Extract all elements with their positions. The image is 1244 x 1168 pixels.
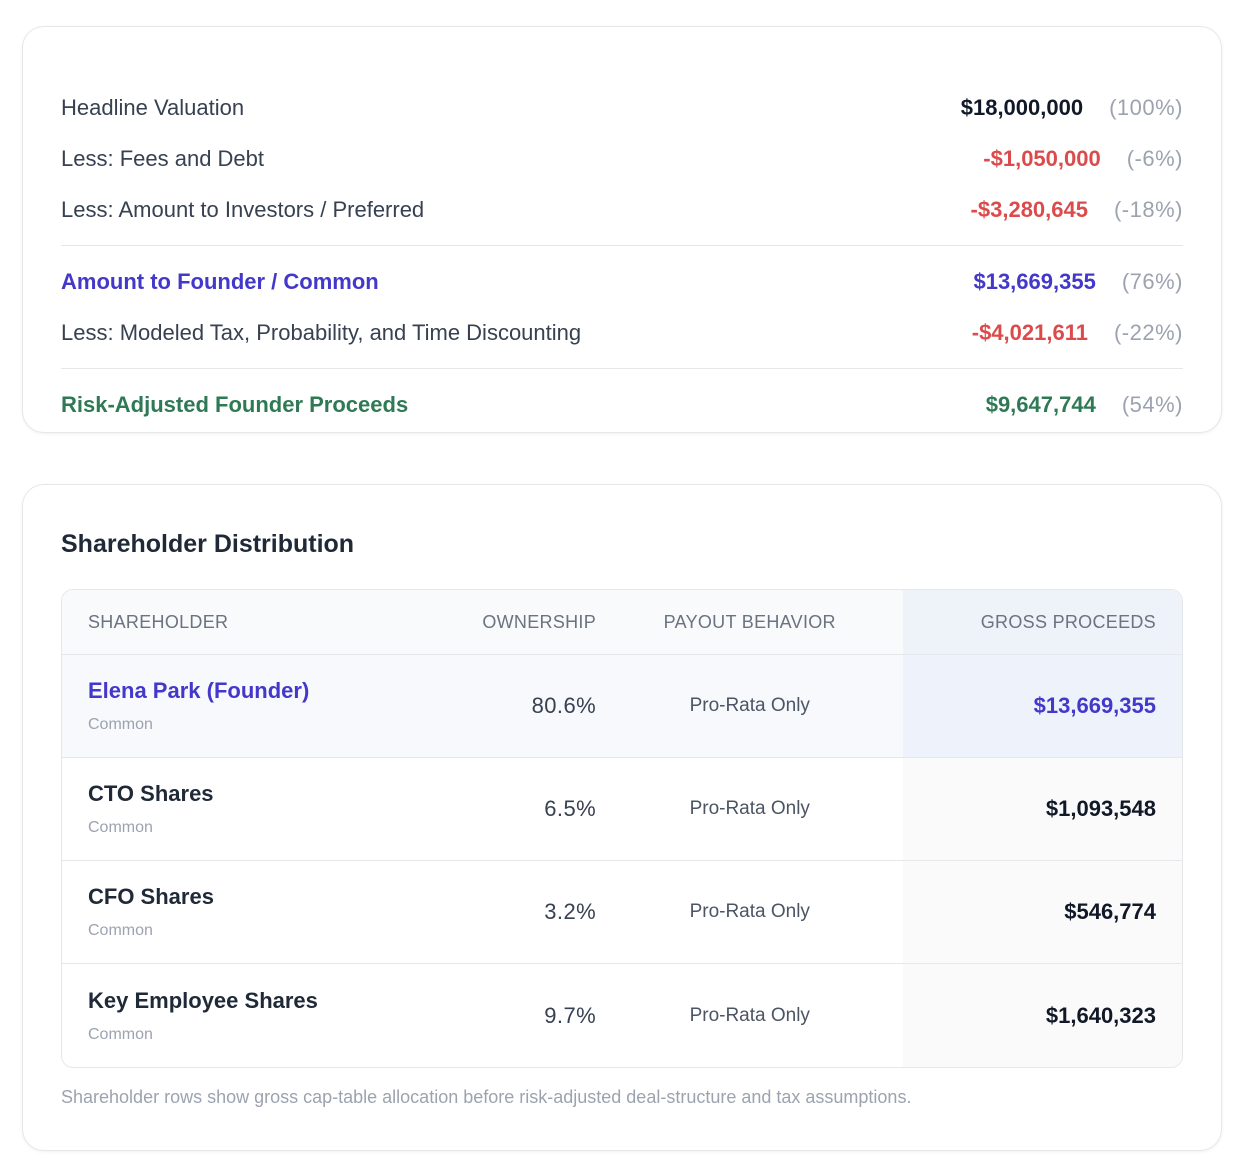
ownership-value: 3.2%	[544, 899, 597, 924]
summary-row-headline-valuation: Headline Valuation $18,000,000 (100%)	[61, 82, 1183, 133]
column-header-gross: GROSS PROCEEDS	[903, 590, 1182, 654]
summary-amount: $18,000,000	[960, 94, 1084, 120]
summary-label: Less: Fees and Debt	[61, 145, 265, 171]
summary-label: Less: Amount to Investors / Preferred	[61, 196, 425, 222]
summary-label: Risk-Adjusted Founder Proceeds	[61, 391, 409, 417]
summary-percent: (-22%)	[1113, 319, 1183, 345]
summary-row-founder-common: Amount to Founder / Common $13,669,355 (…	[61, 256, 1183, 307]
shareholder-distribution-card: Shareholder Distribution SHAREHOLDER OWN…	[22, 484, 1222, 1151]
gross-proceeds: $1,093,548	[1045, 796, 1156, 821]
column-header-shareholder: SHAREHOLDER	[88, 611, 229, 632]
summary-row-tax-discounting: Less: Modeled Tax, Probability, and Time…	[61, 307, 1183, 358]
summary-percent: (-6%)	[1126, 145, 1183, 171]
gross-proceeds: $1,640,323	[1045, 1002, 1156, 1028]
gross-proceeds: $546,774	[1064, 899, 1156, 924]
summary-divider	[61, 368, 1183, 369]
summary-amount: $13,669,355	[973, 268, 1096, 294]
payout-behavior: Pro-Rata Only	[689, 901, 810, 922]
summary-amount: -$1,050,000	[983, 145, 1101, 171]
summary-percent: (-18%)	[1113, 196, 1183, 222]
table-header-row: SHAREHOLDER OWNERSHIP PAYOUT BEHAVIOR GR…	[62, 590, 1182, 655]
summary-amount: -$3,280,645	[970, 196, 1088, 222]
column-header-payout: PAYOUT BEHAVIOR	[663, 611, 836, 632]
table-row: CTO Shares Common 6.5% Pro-Rata Only $1,…	[62, 758, 1182, 861]
share-class: Common	[88, 819, 153, 836]
shareholder-table: SHAREHOLDER OWNERSHIP PAYOUT BEHAVIOR GR…	[61, 589, 1183, 1068]
shareholder-name: CFO Shares	[88, 884, 214, 909]
summary-amount: $9,647,744	[985, 391, 1096, 417]
summary-row-fees-debt: Less: Fees and Debt -$1,050,000 (-6%)	[61, 133, 1183, 184]
shareholder-name: CTO Shares	[88, 781, 214, 806]
summary-divider	[61, 245, 1183, 246]
summary-row-risk-adjusted-proceeds: Risk-Adjusted Founder Proceeds $9,647,74…	[61, 379, 1183, 430]
summary-percent: (100%)	[1109, 94, 1183, 120]
table-row: CFO Shares Common 3.2% Pro-Rata Only $54…	[62, 861, 1182, 964]
summary-percent: (76%)	[1121, 268, 1183, 294]
summary-label: Less: Modeled Tax, Probability, and Time…	[61, 319, 582, 345]
payout-behavior: Pro-Rata Only	[689, 695, 810, 716]
summary-label: Headline Valuation	[61, 94, 245, 120]
summary-amount: -$4,021,611	[971, 319, 1088, 345]
column-header-ownership: OWNERSHIP	[482, 611, 597, 632]
summary-label: Amount to Founder / Common	[61, 268, 379, 294]
summary-row-investors-preferred: Less: Amount to Investors / Preferred -$…	[61, 184, 1183, 235]
share-class: Common	[88, 1025, 153, 1043]
gross-proceeds: $13,669,355	[1033, 693, 1156, 718]
shareholder-name: Key Employee Shares	[88, 987, 318, 1013]
valuation-summary-list: Headline Valuation $18,000,000 (100%) Le…	[61, 82, 1183, 430]
share-class: Common	[88, 922, 153, 939]
payout-behavior: Pro-Rata Only	[689, 1004, 810, 1026]
shareholder-name: Elena Park (Founder)	[88, 678, 310, 703]
payout-behavior: Pro-Rata Only	[689, 798, 810, 819]
table-footnote: Shareholder rows show gross cap-table al…	[61, 1087, 912, 1107]
ownership-value: 80.6%	[531, 693, 597, 718]
table-row: Key Employee Shares Common 9.7% Pro-Rata…	[62, 964, 1182, 1067]
section-title: Shareholder Distribution	[61, 530, 355, 558]
ownership-value: 6.5%	[544, 796, 597, 821]
share-class: Common	[88, 716, 153, 733]
summary-percent: (54%)	[1121, 391, 1183, 417]
valuation-summary-card: Headline Valuation $18,000,000 (100%) Le…	[22, 26, 1222, 433]
ownership-value: 9.7%	[544, 1002, 597, 1028]
table-row: Elena Park (Founder) Common 80.6% Pro-Ra…	[62, 655, 1182, 758]
